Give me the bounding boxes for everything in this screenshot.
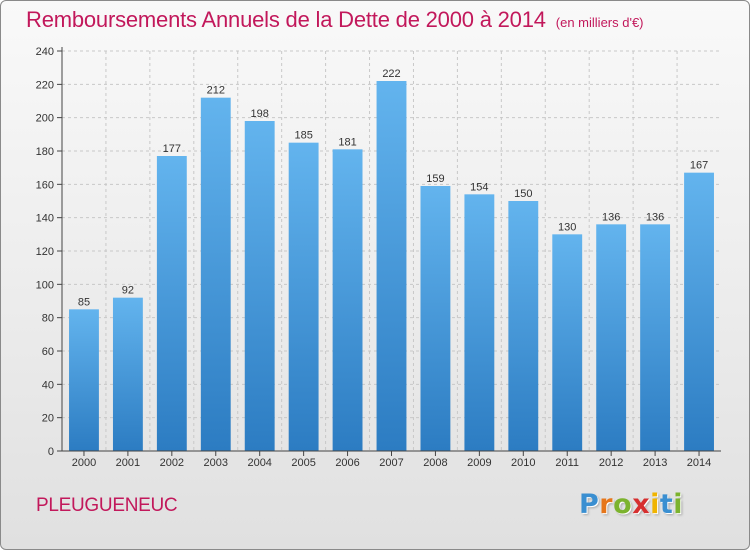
commune-name: PLEUGUENEUC [36,495,178,516]
x-tick-label: 2008 [423,457,447,469]
x-tick-label: 2010 [511,457,535,469]
y-tick-label: 0 [48,446,54,458]
x-tick-label: 2004 [247,457,271,469]
logo-letter: o [613,489,633,520]
y-tick-label: 240 [36,46,54,58]
y-tick-label: 120 [36,246,54,258]
y-tick-label: 180 [36,146,54,158]
bar [420,186,451,451]
y-tick-label: 160 [36,179,54,191]
x-tick-label: 2000 [72,457,96,469]
x-tick-label: 2013 [643,457,667,469]
data-label: 136 [602,211,620,223]
logo-letter: i [673,489,684,520]
data-label: 212 [207,85,225,97]
bar [552,234,583,451]
bar [69,309,99,451]
data-label: 167 [690,160,708,172]
data-label: 177 [163,143,181,155]
y-tick-label: 80 [42,313,54,325]
x-tick-label: 2001 [116,457,140,469]
y-tick-label: 200 [36,113,54,125]
x-tick-label: 2009 [467,457,491,469]
x-tick-label: 2003 [204,457,228,469]
x-tick-label: 2011 [555,457,579,469]
data-label: 136 [646,211,664,223]
x-tick-label: 2005 [291,457,315,469]
bar [332,149,363,452]
bar [244,121,275,451]
labels: 0 20 40 60 80 100 120 140 160 180 200 220 240 85 2000 9… [36,46,712,469]
x-tick-label: 2014 [687,457,711,469]
y-tick-label: 60 [42,346,54,358]
y-tick-label: 220 [36,79,54,91]
y-tick-label: 140 [36,213,54,225]
bar [200,97,231,452]
data-label: 181 [338,136,356,148]
data-label: 154 [470,181,488,193]
bar [640,224,671,451]
data-label: 222 [382,68,400,80]
chart-title: Remboursements Annuels de la Dette de 20… [26,7,644,33]
y-tick-label: 100 [36,279,54,291]
bar [464,194,495,452]
x-tick-label: 2002 [160,457,184,469]
data-label: 159 [426,173,444,185]
data-label: 85 [78,296,90,308]
x-tick-label: 2006 [335,457,359,469]
data-label: 130 [558,221,576,233]
chart-title-text: Remboursements Annuels de la Dette de 20… [26,7,546,32]
logo-letter: P [579,489,600,520]
bar [112,297,143,451]
unit-note: (en milliers d'€) [555,15,644,30]
bar [508,201,539,451]
bar [684,172,714,451]
y-tick-label: 40 [42,379,54,391]
bar [288,142,319,451]
data-label: 92 [122,285,134,297]
y-tick-label: 20 [42,413,54,425]
axes [57,47,721,456]
logo-letter: x [632,489,651,520]
bar [156,156,187,451]
x-tick-label: 2007 [379,457,403,469]
proxiti-logo: Proxiti [579,489,683,520]
logo-letter: i [650,489,660,520]
bar [596,224,627,451]
bars [69,81,714,452]
bar [376,81,407,451]
data-label: 185 [294,130,312,142]
x-tick-label: 2012 [599,457,623,469]
logo-letter: r [599,489,614,520]
data-label: 150 [514,188,532,200]
logo-letter: t [659,489,674,520]
data-label: 198 [251,108,269,120]
